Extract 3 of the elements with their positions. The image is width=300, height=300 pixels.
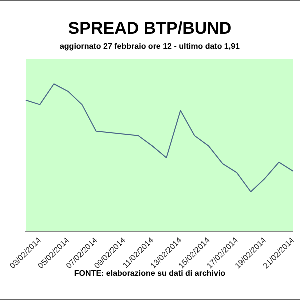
chart-title: SPREAD BTP/BUND bbox=[67, 18, 233, 39]
chart-subtitle: aggiornato 27 febbraio ore 12 - ultimo dato 1,91 bbox=[58, 42, 242, 51]
source-note: FONTE: elaborazione su dati di archivio bbox=[73, 269, 227, 278]
